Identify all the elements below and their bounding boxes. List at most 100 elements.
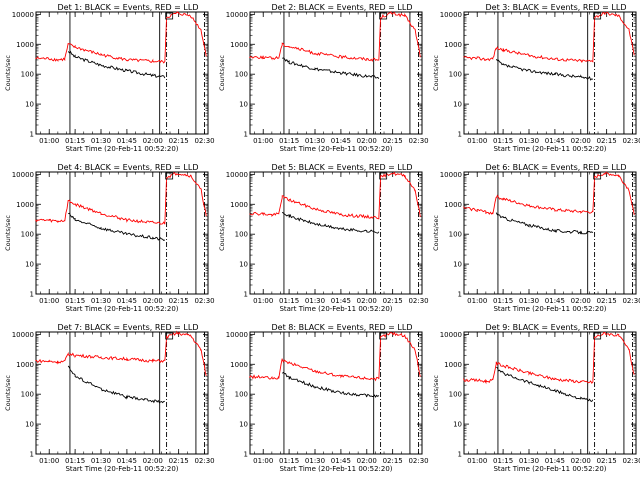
y-tick-label: 1 <box>458 131 462 139</box>
x-axis-label: Start Time (20-Feb-11 00:52:20) <box>279 145 392 153</box>
series-line-events <box>281 211 380 234</box>
y-tick-label: 10 <box>25 421 34 429</box>
x-axis-label: Start Time (20-Feb-11 00:52:20) <box>493 305 606 313</box>
y-tick-label: 1 <box>244 131 248 139</box>
x-axis-label: Start Time (20-Feb-11 00:52:20) <box>493 465 606 473</box>
y-tick-label: 10000 <box>440 331 462 339</box>
y-tick-label: 100 <box>449 231 462 239</box>
marker-box <box>165 172 174 180</box>
marker-box <box>379 12 388 20</box>
x-tick-label: 01:45 <box>117 297 137 305</box>
y-tick-label: 1000 <box>16 361 34 369</box>
chart-title: Det 7: BLACK = Events, RED = LLD <box>58 323 199 332</box>
x-axis-label: Start Time (20-Feb-11 00:52:20) <box>279 465 392 473</box>
x-tick-label: 02:00 <box>357 457 377 465</box>
x-tick-label: 01:30 <box>519 297 539 305</box>
x-axis-label: Start Time (20-Feb-11 00:52:20) <box>279 305 392 313</box>
x-tick-label: 01:30 <box>519 457 539 465</box>
x-axis-label: Start Time (20-Feb-11 00:52:20) <box>65 305 178 313</box>
plot-frame <box>463 171 637 295</box>
y-axis-label: Counts/sec <box>432 375 440 411</box>
series-line-lld <box>249 11 421 62</box>
x-tick-label: 01:15 <box>279 137 299 145</box>
x-tick-label: 01:30 <box>305 137 325 145</box>
y-axis-label: Counts/sec <box>218 55 226 91</box>
y-tick-label: 100 <box>21 71 34 79</box>
y-axis-label: Counts/sec <box>4 215 12 251</box>
x-tick-label: 01:00 <box>39 457 59 465</box>
series-line-events <box>281 371 380 398</box>
y-tick-label: 10000 <box>12 331 34 339</box>
x-tick-label: 02:15 <box>597 457 617 465</box>
x-tick-label: 01:45 <box>545 137 565 145</box>
x-tick-label: 01:00 <box>467 137 487 145</box>
y-tick-label: 100 <box>21 231 34 239</box>
series-line-lld <box>463 171 635 216</box>
series-line-events <box>67 50 166 79</box>
x-tick-label: 01:30 <box>91 457 111 465</box>
x-tick-label: 01:45 <box>117 137 137 145</box>
series-line-events <box>496 366 594 402</box>
x-tick-label: 01:45 <box>545 457 565 465</box>
x-tick-label: 01:00 <box>467 457 487 465</box>
y-tick-label: 10 <box>453 261 462 269</box>
y-tick-label: 1000 <box>230 201 248 209</box>
x-tick-label: 01:15 <box>279 297 299 305</box>
y-tick-label: 100 <box>449 391 462 399</box>
x-tick-label: 02:15 <box>383 137 403 145</box>
x-tick-label: 01:15 <box>493 457 513 465</box>
panel-det-8: Det 8: BLACK = Events, RED = LLD Counts/s… <box>218 323 429 473</box>
marker-box <box>593 172 602 180</box>
series-line-events <box>67 365 165 404</box>
x-tick-label: 02:00 <box>357 297 377 305</box>
x-tick-label: 02:00 <box>571 457 591 465</box>
panel-det-5: Det 5: BLACK = Events, RED = LLD Counts/s… <box>218 163 429 313</box>
x-tick-label: 02:00 <box>143 457 163 465</box>
chart-title: Det 2: BLACK = Events, RED = LLD <box>272 3 413 12</box>
x-tick-label: 01:15 <box>65 457 85 465</box>
y-tick-label: 1000 <box>444 361 462 369</box>
x-tick-label: 02:30 <box>622 297 640 305</box>
x-tick-label: 02:15 <box>169 137 189 145</box>
plot-frame <box>35 171 209 295</box>
y-tick-label: 10000 <box>440 11 462 19</box>
y-tick-label: 1 <box>458 291 462 299</box>
series-line-lld <box>249 331 421 382</box>
x-tick-label: 02:00 <box>571 137 591 145</box>
x-tick-label: 01:45 <box>331 457 351 465</box>
y-tick-label: 100 <box>235 71 248 79</box>
y-tick-label: 10000 <box>226 11 248 19</box>
y-axis-label: Counts/sec <box>4 375 12 411</box>
x-tick-label: 02:30 <box>194 457 214 465</box>
x-tick-label: 02:15 <box>597 137 617 145</box>
x-tick-label: 01:45 <box>545 297 565 305</box>
series-line-events <box>495 212 594 235</box>
x-tick-label: 02:15 <box>383 457 403 465</box>
y-tick-label: 10000 <box>12 171 34 179</box>
plot-frame <box>249 331 423 455</box>
x-axis-label: Start Time (20-Feb-11 00:52:20) <box>65 465 178 473</box>
series-line-lld <box>463 331 635 385</box>
series-line-events <box>282 57 380 79</box>
y-axis-label: Counts/sec <box>218 375 226 411</box>
x-tick-label: 02:30 <box>194 297 214 305</box>
x-tick-label: 02:00 <box>143 297 163 305</box>
x-tick-label: 01:15 <box>493 137 513 145</box>
x-tick-label: 01:00 <box>253 137 273 145</box>
series-line-lld <box>249 171 421 220</box>
x-tick-label: 02:15 <box>169 297 189 305</box>
x-axis-label: Start Time (20-Feb-11 00:52:20) <box>493 145 606 153</box>
chart-title: Det 1: BLACK = Events, RED = LLD <box>58 3 199 12</box>
y-tick-label: 10000 <box>226 171 248 179</box>
marker-box <box>379 172 388 180</box>
y-tick-label: 1000 <box>230 41 248 49</box>
y-tick-label: 1000 <box>16 41 34 49</box>
series-line-lld <box>35 11 207 64</box>
chart-title: Det 4: BLACK = Events, RED = LLD <box>58 163 199 172</box>
marker-box <box>165 12 174 20</box>
panel-det-9: Det 9: BLACK = Events, RED = LLD Counts/s… <box>432 323 640 473</box>
x-tick-label: 02:15 <box>169 457 189 465</box>
x-tick-label: 01:45 <box>331 297 351 305</box>
panel-det-7: Det 7: BLACK = Events, RED = LLD Counts/s… <box>4 323 215 473</box>
